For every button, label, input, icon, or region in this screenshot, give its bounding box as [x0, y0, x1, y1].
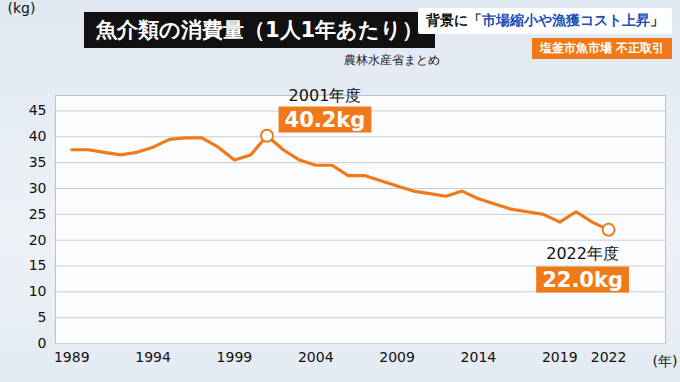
svg-text:40: 40 — [29, 128, 47, 144]
svg-text:2004: 2004 — [298, 349, 334, 365]
svg-text:2019: 2019 — [542, 349, 578, 365]
svg-text:15: 15 — [29, 257, 47, 273]
svg-text:(年): (年) — [653, 353, 678, 369]
svg-text:5: 5 — [38, 309, 47, 325]
svg-text:1999: 1999 — [217, 349, 253, 365]
svg-text:(kg): (kg) — [8, 0, 36, 16]
svg-text:0: 0 — [38, 335, 47, 351]
svg-text:2022: 2022 — [591, 349, 627, 365]
svg-text:35: 35 — [29, 154, 47, 170]
html-text:塩釜市魚市場 不正取引: 塩釜市魚市場 不正取引 — [539, 41, 664, 55]
svg-text:1994: 1994 — [135, 349, 171, 365]
svg-text:2014: 2014 — [461, 349, 497, 365]
svg-text:2001年度: 2001年度 — [289, 86, 362, 105]
svg-text:22.0kg: 22.0kg — [542, 268, 623, 292]
svg-text:20: 20 — [29, 232, 47, 248]
svg-text:45: 45 — [29, 102, 47, 118]
svg-text:40.2kg: 40.2kg — [285, 108, 366, 132]
svg-text:10: 10 — [29, 283, 47, 299]
svg-text:2009: 2009 — [379, 349, 415, 365]
html-text:魚介類の消費量（1人1年あたり）: 魚介類の消費量（1人1年あたり） — [96, 18, 424, 42]
svg-text:30: 30 — [29, 180, 47, 196]
svg-text:25: 25 — [29, 206, 47, 222]
html-text:農林水産省まとめ: 農林水産省まとめ — [344, 53, 440, 67]
svg-text:2022年度: 2022年度 — [546, 244, 619, 263]
html-text:背景に「市場縮小や漁獲コスト上昇」: 背景に「市場縮小や漁獲コスト上昇」 — [426, 12, 664, 28]
svg-text:1989: 1989 — [54, 349, 90, 365]
